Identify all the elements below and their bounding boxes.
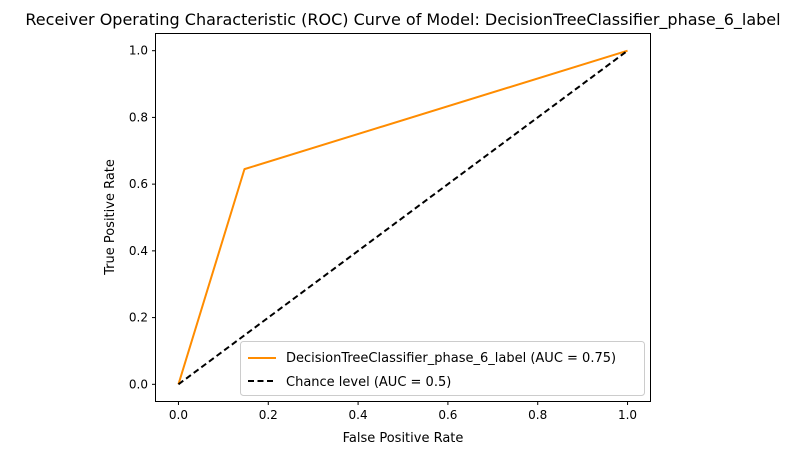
- y-tick-label: 0.8: [129, 110, 148, 124]
- legend-label-roc: DecisionTreeClassifier_phase_6_label (AU…: [286, 351, 616, 366]
- y-axis-ticks: 0.0 0.2 0.4 0.6 0.8 1.0: [129, 44, 156, 391]
- chance-level-line: [177, 49, 629, 386]
- series-lines: [177, 49, 629, 386]
- x-axis-label: False Positive Rate: [343, 431, 464, 446]
- chart-title: Receiver Operating Characteristic (ROC) …: [25, 10, 780, 30]
- x-tick-label: 1.0: [618, 408, 637, 422]
- x-axis-ticks: 0.0 0.2 0.4 0.6 0.8 1.0: [169, 401, 637, 422]
- y-tick-label: 1.0: [129, 44, 148, 58]
- roc-curve-line: [177, 49, 628, 385]
- y-tick-label: 0.0: [129, 377, 148, 391]
- legend-box: [240, 341, 645, 396]
- legend-label-chance: Chance level (AUC = 0.5): [286, 375, 451, 390]
- x-tick-label: 0.4: [349, 408, 368, 422]
- y-axis-label: True Positive Rate: [103, 159, 118, 276]
- legend: DecisionTreeClassifier_phase_6_label (AU…: [240, 341, 645, 396]
- x-tick-label: 0.6: [438, 408, 457, 422]
- y-tick-label: 0.6: [129, 177, 148, 191]
- x-tick-label: 0.8: [528, 408, 547, 422]
- y-tick-label: 0.4: [129, 244, 148, 258]
- x-tick-label: 0.0: [169, 408, 188, 422]
- y-tick-label: 0.2: [129, 311, 148, 325]
- x-tick-label: 0.2: [259, 408, 278, 422]
